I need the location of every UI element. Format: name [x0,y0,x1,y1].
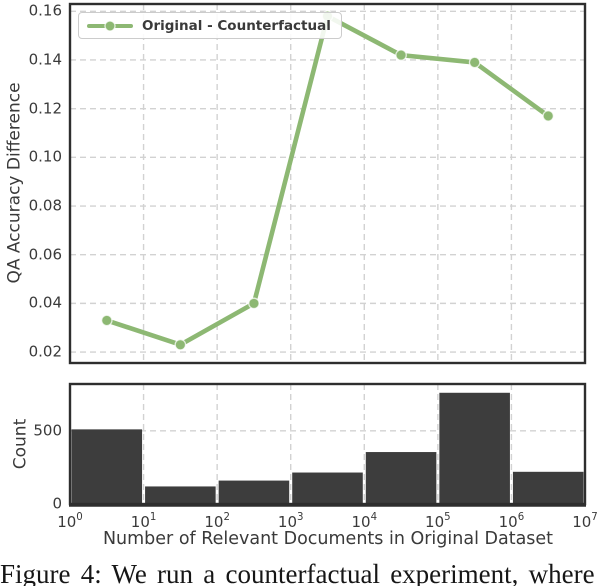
histogram-bar [292,472,363,504]
x-tick-exponent: 4 [370,511,378,523]
top-chart-spine [68,2,587,365]
x-tick-label: 100 [57,511,83,531]
histogram-bar [512,471,584,504]
data-point-marker [395,49,407,61]
histogram-bar [71,429,143,504]
x-tick-exponent: 5 [444,511,451,523]
x-tick-label: 101 [130,511,157,531]
x-tick-exponent: 1 [149,511,157,523]
count-tick-label: 500 [33,421,62,440]
y-tick-label: 0.10 [28,147,62,166]
histogram-spine [68,382,587,506]
x-tick-label: 104 [351,511,378,531]
qa-difference-line [104,13,551,348]
x-tick-label: 105 [425,511,451,531]
data-point-marker [468,56,481,69]
x-tick-exponent: 7 [591,511,598,523]
x-axis-label: Number of Relevant Documents in Original… [102,529,554,549]
x-tick-exponent: 2 [223,511,230,523]
y-tick-label: 0.06 [28,245,62,264]
x-tick-label: 102 [204,511,230,531]
x-tick-exponent: 0 [76,511,83,523]
histogram-bar [365,452,437,504]
y-tick-label: 0.12 [28,99,62,118]
y-tick-label: 0.16 [28,1,62,20]
legend: Original - Counterfactual [78,12,342,39]
y-tick-label: 0.14 [28,50,62,69]
y-tick-label: 0.08 [28,196,62,215]
data-point-marker [542,110,555,122]
x-tick-label: 107 [572,511,598,531]
x-tick-exponent: 3 [297,511,304,523]
data-point-marker [174,338,187,351]
histogram-bar [218,480,290,504]
count-tick-label: 0 [52,494,62,513]
data-point-marker [100,314,113,327]
legend-line-marker-icon [87,19,133,32]
histogram-bar [145,486,216,504]
x-tick-label: 103 [277,511,304,531]
legend-label: Original - Counterfactual [142,17,331,34]
figure-caption: Figure 4: We run a counterfactual experi… [0,559,595,586]
y-tick-label: 0.04 [28,293,62,312]
x-tick-label: 106 [498,511,525,531]
data-point-marker [248,297,260,310]
y-tick-label: 0.02 [28,342,62,361]
histogram-bar [439,392,510,504]
x-tick-exponent: 6 [517,511,525,523]
